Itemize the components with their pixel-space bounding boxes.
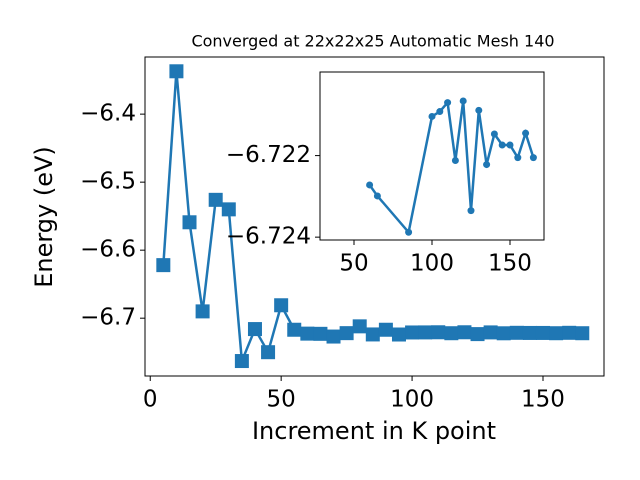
marker <box>549 326 564 341</box>
x-tick-label: 50 <box>267 387 296 413</box>
marker <box>182 215 197 230</box>
marker <box>575 326 590 341</box>
marker <box>287 322 302 337</box>
marker <box>514 154 522 162</box>
marker <box>405 228 413 236</box>
marker <box>418 325 433 340</box>
marker <box>459 97 467 105</box>
marker <box>562 325 577 340</box>
marker <box>391 327 406 342</box>
marker <box>490 130 498 138</box>
marker <box>444 326 459 341</box>
marker <box>261 345 276 360</box>
marker <box>405 325 420 340</box>
marker <box>509 325 524 340</box>
marker <box>365 327 380 342</box>
x-axis-label: Increment in K point <box>252 417 496 445</box>
x-tick-label: 150 <box>488 251 532 277</box>
y-axis-label: Energy (eV) <box>30 146 58 288</box>
x-tick-label: 0 <box>143 387 158 413</box>
marker <box>506 141 514 149</box>
marker <box>366 181 374 189</box>
marker <box>378 322 393 337</box>
marker <box>313 326 328 341</box>
marker <box>234 354 249 369</box>
marker <box>535 325 550 340</box>
marker <box>195 304 210 319</box>
marker <box>467 207 475 215</box>
y-tick-label: −6.724 <box>226 224 311 250</box>
marker <box>428 112 436 120</box>
y-tick-label: −6.722 <box>226 142 311 168</box>
marker <box>457 325 472 340</box>
marker <box>444 99 452 107</box>
marker <box>470 327 485 342</box>
marker <box>169 64 184 79</box>
marker <box>326 329 341 344</box>
marker <box>247 322 262 337</box>
marker <box>156 258 171 273</box>
marker <box>373 192 381 200</box>
x-tick-label: 100 <box>410 251 454 277</box>
y-tick-label: −6.5 <box>80 169 136 195</box>
marker <box>208 192 223 207</box>
x-tick-label: 50 <box>339 251 368 277</box>
marker <box>274 298 289 313</box>
y-tick-label: −6.6 <box>80 237 136 263</box>
marker <box>221 202 236 217</box>
marker <box>339 326 354 341</box>
chart-title: Converged at 22x22x25 Automatic Mesh 140 <box>191 32 554 51</box>
marker <box>529 154 537 162</box>
marker <box>300 326 315 341</box>
marker <box>436 108 444 116</box>
y-tick-label: −6.7 <box>80 305 136 331</box>
marker <box>496 326 511 341</box>
marker <box>483 161 491 169</box>
marker <box>522 129 530 137</box>
marker <box>475 106 483 114</box>
marker <box>483 325 498 340</box>
marker <box>431 325 446 340</box>
marker <box>352 319 367 334</box>
x-tick-label: 100 <box>390 387 434 413</box>
marker <box>522 325 537 340</box>
axes-frame <box>144 56 605 377</box>
y-tick-label: −6.4 <box>80 101 136 127</box>
x-tick-label: 150 <box>521 387 565 413</box>
marker <box>498 141 506 149</box>
marker <box>451 156 459 164</box>
plot-area <box>320 72 544 240</box>
